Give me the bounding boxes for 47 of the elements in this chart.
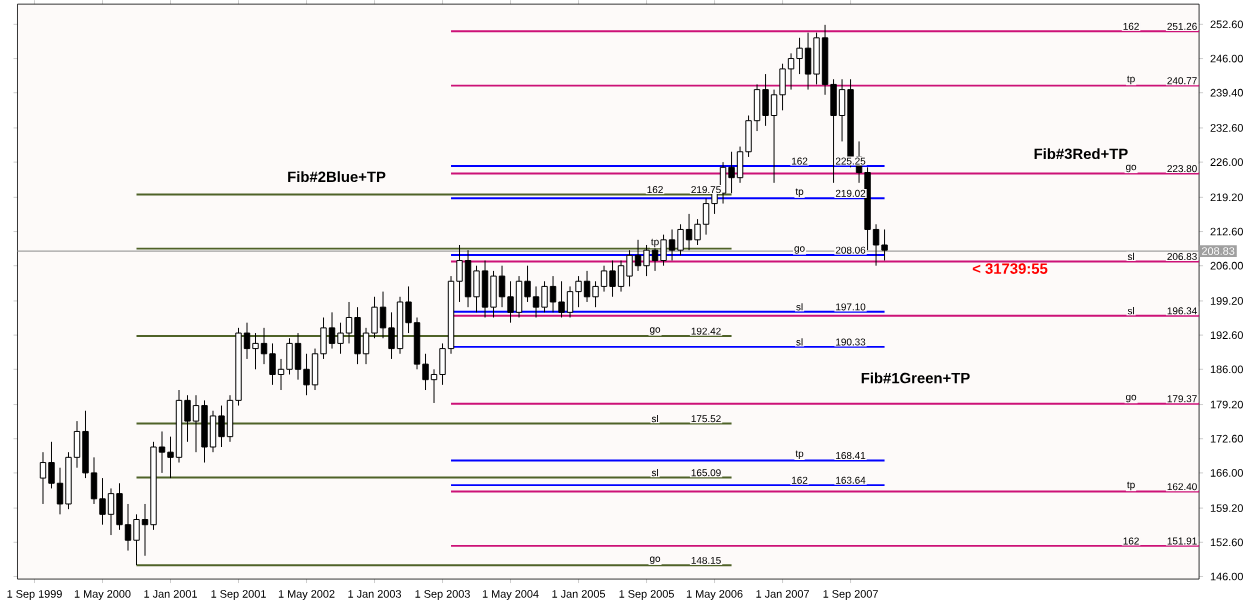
candlestick	[787, 52, 795, 90]
candlestick	[668, 228, 676, 261]
candlestick	[532, 285, 540, 318]
candlestick	[464, 249, 472, 308]
candlestick	[286, 337, 293, 375]
candlestick	[354, 306, 361, 365]
candlestick	[617, 259, 625, 292]
candlestick	[515, 275, 523, 318]
candlestick	[558, 280, 565, 318]
candlestick	[209, 409, 217, 453]
candlestick	[677, 223, 684, 256]
candlestick	[583, 270, 591, 303]
candlestick	[813, 31, 820, 85]
candlestick	[498, 264, 506, 308]
candlestick	[107, 487, 115, 536]
candlestick	[779, 62, 786, 111]
candlestick	[702, 197, 710, 235]
candlestick	[218, 404, 225, 448]
candlestick	[473, 264, 480, 313]
candlestick	[609, 259, 616, 298]
candlestick	[396, 296, 404, 355]
candlestick	[881, 228, 888, 261]
candlestick	[685, 213, 693, 251]
candlestick	[762, 73, 769, 127]
candlestick	[99, 477, 106, 525]
candlestick	[566, 285, 574, 318]
candlestick	[490, 270, 497, 318]
candlestick	[804, 31, 812, 90]
candlestick	[481, 259, 489, 318]
candlestick	[626, 249, 633, 287]
candlestick	[575, 275, 582, 308]
candlestick	[39, 451, 47, 505]
candlestick	[634, 239, 642, 272]
candlestick	[269, 342, 276, 386]
candlestick	[507, 280, 514, 323]
candlestick	[201, 399, 208, 463]
candlestick	[133, 513, 140, 566]
candlestick	[796, 37, 803, 75]
candlestick	[192, 394, 200, 453]
candlestick	[337, 321, 344, 355]
candlestick	[549, 275, 557, 313]
candlestick	[252, 332, 259, 370]
candlestick	[294, 332, 302, 380]
candlestick	[600, 264, 608, 292]
candlestick	[328, 311, 336, 349]
candlestick	[541, 280, 548, 313]
candlestick	[728, 151, 735, 194]
